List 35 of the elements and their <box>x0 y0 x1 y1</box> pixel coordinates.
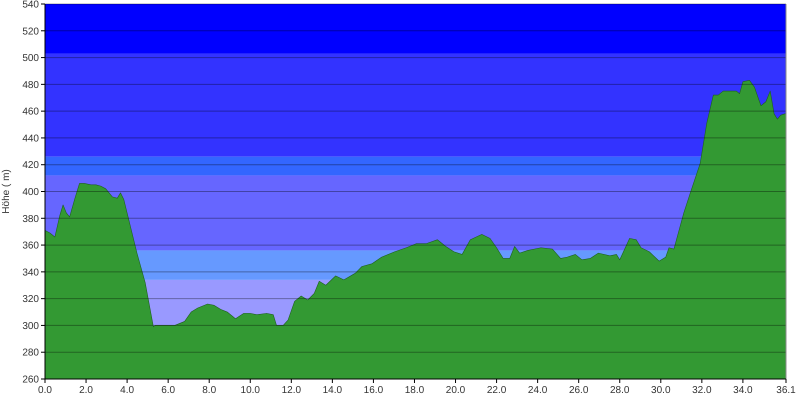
y-tick-label: 440 <box>22 133 40 144</box>
y-tick-label: 360 <box>22 240 40 252</box>
x-tick-label: 28.0 <box>610 385 630 396</box>
y-tick-label: 380 <box>22 214 40 225</box>
x-tick-label: 0.0 <box>38 385 52 396</box>
y-tick-label: 300 <box>22 320 40 332</box>
x-tick-label: 6.0 <box>161 385 176 396</box>
x-tick-label: 12.0 <box>282 385 302 396</box>
x-tick-label: 20.0 <box>446 385 466 396</box>
y-tick-label: 400 <box>22 187 40 198</box>
x-tick-label: 26.0 <box>568 385 589 396</box>
x-tick-label: 16.0 <box>364 385 384 396</box>
y-tick-label: 540 <box>22 0 40 10</box>
x-tick-label: 36.1 <box>776 385 796 396</box>
y-tick-label: 500 <box>22 53 40 64</box>
x-tick-label: 22.0 <box>486 385 507 396</box>
x-tick-label: 24.0 <box>528 385 548 396</box>
y-tick-label: 320 <box>22 294 40 306</box>
x-tick-label: 2.0 <box>79 385 94 396</box>
x-tick-label: 34.0 <box>733 385 754 396</box>
y-tick-label: 340 <box>22 267 40 278</box>
y-tick-label: 260 <box>22 374 40 386</box>
x-tick-label: 32.0 <box>692 385 712 396</box>
x-tick-label: 8.0 <box>202 385 217 396</box>
x-tick-label: 10.0 <box>240 385 260 396</box>
y-axis-title: Höhe ( m) <box>1 169 12 214</box>
x-tick-label: 30.0 <box>651 385 671 396</box>
y-tick-label: 460 <box>22 106 40 118</box>
x-tick-label: 18.0 <box>404 385 425 396</box>
x-tick-label: 14.0 <box>322 385 343 396</box>
y-tick-label: 480 <box>22 80 40 91</box>
x-tick-label: 4.0 <box>120 385 134 396</box>
y-tick-label: 520 <box>22 26 40 38</box>
y-tick-label: 280 <box>22 348 40 359</box>
y-tick-label: 420 <box>22 160 40 172</box>
